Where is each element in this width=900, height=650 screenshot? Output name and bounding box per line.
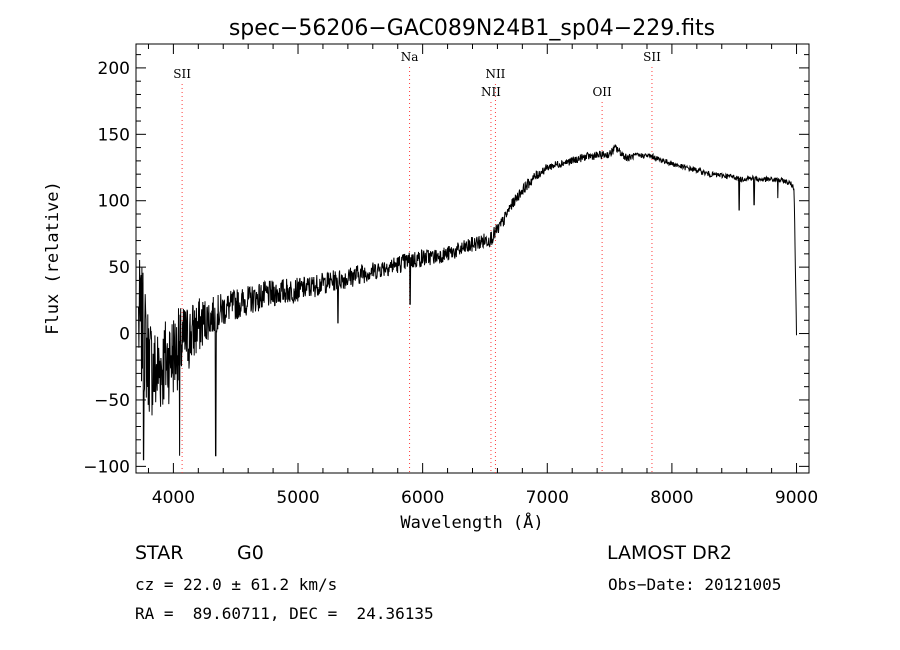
object-subclass: G0 [237,542,264,564]
x-axis-label: Wavelength (Å) [400,511,543,533]
y-tick-label: 50 [108,258,130,278]
x-tick-label: 4000 [152,488,195,508]
x-tick-label: 7000 [526,488,569,508]
x-tick-label: 8000 [650,488,693,508]
y-tick-label: 150 [98,125,130,145]
spectrum-line [138,144,797,461]
object-class: STAR [135,542,184,564]
line-marker-label: Na [401,50,419,64]
y-tick-label: 100 [98,192,130,212]
x-tick-label: 9000 [775,488,818,508]
line-marker-label: SII [173,67,191,81]
line-marker-label: SII [643,50,661,64]
survey-label: LAMOST DR2 [607,542,732,564]
axis-ticks [136,44,809,473]
axis-tick-labels: 4000 5000 6000 7000 8000 9000 −100 −50 0 50 100 150… [83,59,818,508]
observation-date: Obs−Date: 20121005 [608,575,782,594]
y-tick-label: 200 [98,59,130,79]
line-marker-label: NII [481,85,501,99]
chart-title: spec−56206−GAC089N24B1_sp04−229.fits [229,16,715,41]
line-marker-label: OII [592,85,612,99]
y-axis-label: Flux (relative) [43,181,63,335]
y-tick-label: 0 [119,325,130,345]
y-tick-label: −100 [83,457,130,477]
x-tick-label: 5000 [276,488,319,508]
plot-frame [135,43,810,474]
emission-line-markers: SII Na NII NII OII SII [173,50,661,473]
y-tick-label: −50 [94,391,130,411]
coordinates: RA = 89.60711, DEC = 24.36135 [135,604,434,623]
redshift-cz: cz = 22.0 ± 61.2 km/s [135,575,338,594]
line-marker-label: NII [485,67,505,81]
x-tick-label: 6000 [401,488,444,508]
